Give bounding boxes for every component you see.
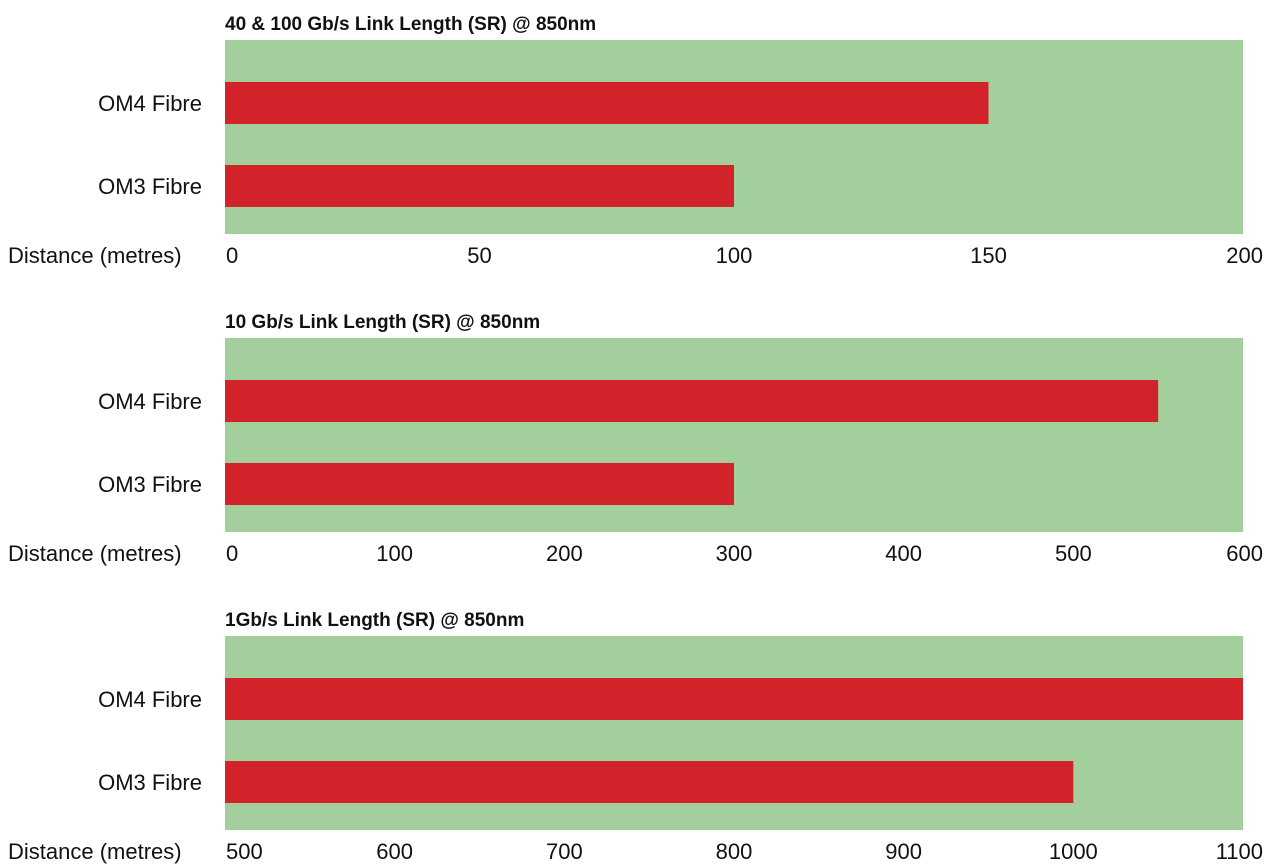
x-tick-label: 50: [467, 243, 491, 268]
x-tick-label: 600: [1226, 541, 1263, 566]
x-tick-label: 400: [885, 541, 922, 566]
category-label: OM3 Fibre: [98, 174, 202, 199]
bar-om3-fibre: [225, 165, 734, 207]
x-tick-label: 0: [226, 243, 238, 268]
x-tick-label: 200: [1226, 243, 1263, 268]
x-tick-label: 0: [226, 541, 238, 566]
x-tick-label: 1000: [1049, 839, 1098, 864]
x-tick-label: 600: [376, 839, 413, 864]
bar-om4-fibre: [225, 380, 1159, 422]
x-tick-label: 700: [546, 839, 583, 864]
category-label: OM4 Fibre: [98, 91, 202, 116]
x-tick-label: 1100: [1216, 839, 1263, 864]
x-tick-label: 900: [885, 839, 922, 864]
category-label: OM4 Fibre: [98, 687, 202, 712]
chart-title: 10 Gb/s Link Length (SR) @ 850nm: [225, 312, 540, 333]
x-tick-label: 150: [970, 243, 1007, 268]
x-tick-label: 500: [226, 839, 263, 864]
chart-title: 1Gb/s Link Length (SR) @ 850nm: [225, 610, 524, 631]
x-axis-label: Distance (metres): [8, 541, 182, 566]
x-tick-label: 500: [1055, 541, 1092, 566]
x-axis-label: Distance (metres): [8, 839, 182, 864]
bar-om3-fibre: [225, 761, 1074, 803]
x-tick-label: 100: [716, 243, 753, 268]
bar-om3-fibre: [225, 463, 734, 505]
category-label: OM4 Fibre: [98, 389, 202, 414]
x-tick-label: 200: [546, 541, 583, 566]
bar-om4-fibre: [225, 678, 1243, 720]
x-tick-label: 300: [716, 541, 753, 566]
bar-om4-fibre: [225, 82, 989, 124]
category-label: OM3 Fibre: [98, 770, 202, 795]
chart-title: 40 & 100 Gb/s Link Length (SR) @ 850nm: [225, 14, 596, 35]
x-tick-label: 800: [716, 839, 753, 864]
category-label: OM3 Fibre: [98, 472, 202, 497]
x-tick-label: 100: [376, 541, 413, 566]
x-axis-label: Distance (metres): [8, 243, 182, 268]
